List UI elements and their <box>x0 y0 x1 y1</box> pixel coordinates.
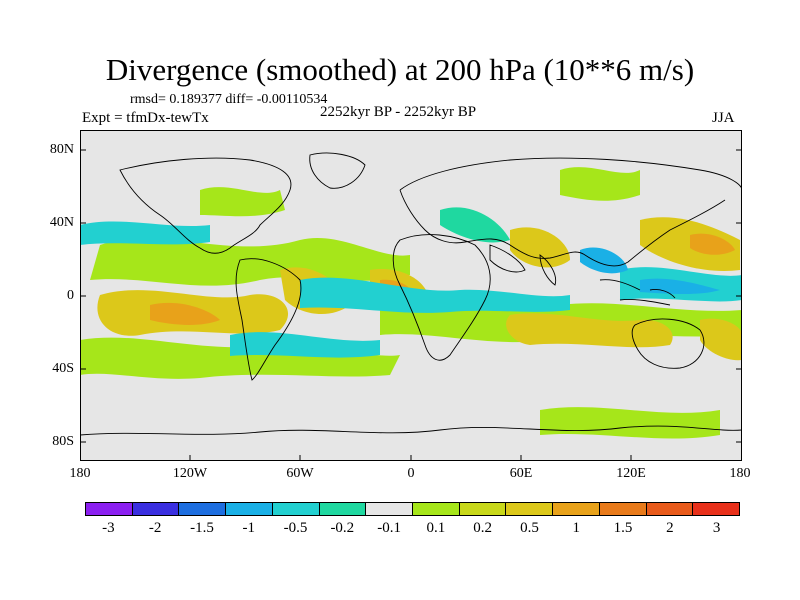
coast-australia <box>631 318 705 369</box>
lat-label-80s: 80S <box>52 434 74 449</box>
coast-greenland <box>309 152 366 189</box>
lat-label-eq: 0 <box>67 288 74 303</box>
colorbar-swatch <box>646 503 694 515</box>
colorbar-swatch <box>272 503 320 515</box>
colorbar-label: 0.1 <box>426 520 446 536</box>
contour-green-1 <box>90 237 410 286</box>
coast-africa <box>392 234 491 361</box>
coastlines <box>80 152 742 436</box>
colorbar-swatch <box>132 503 180 515</box>
coast-north-america <box>119 157 292 254</box>
period-label: 2252kyr BP - 2252kyr BP <box>320 104 477 120</box>
contour-orange-1 <box>150 302 220 325</box>
coast-eurasia <box>399 157 742 267</box>
stats-line: rmsd= 0.189377 diff= -0.00110534 <box>130 92 328 107</box>
colorbar-swatch <box>506 503 554 515</box>
lon-label-120w: 120W <box>172 466 208 481</box>
map-ticks <box>80 149 742 461</box>
colorbar-label: 1.5 <box>613 520 633 536</box>
colorbar-label: 3 <box>712 520 721 536</box>
coast-se-asia <box>599 279 676 306</box>
coast-antarctica <box>80 425 742 436</box>
lon-label-60w: 60W <box>286 466 314 481</box>
colorbar-swatch <box>86 503 133 515</box>
colorbar-label: -1.5 <box>190 520 214 536</box>
colorbar-label: 1 <box>572 520 581 536</box>
colorbar-label: -2 <box>148 520 162 536</box>
contour-cyan-5 <box>440 207 510 243</box>
lat-label-40s: 40S <box>52 361 74 376</box>
lon-label-0: 0 <box>407 466 415 481</box>
colorbar-label: -0.2 <box>330 520 355 536</box>
contour-yellow-7 <box>700 318 742 361</box>
contour-cyan-1 <box>80 221 210 245</box>
colorbar-swatch <box>179 503 227 515</box>
lon-label-60e: 60E <box>509 466 533 481</box>
coast-south-america <box>235 258 302 381</box>
lon-label-120e: 120E <box>616 466 646 481</box>
contour-yellow-4 <box>510 227 570 268</box>
colorbar-label: -1 <box>242 520 256 536</box>
experiment-label: Expt = tfmDx-tewTx <box>82 110 209 126</box>
season-label: JJA <box>712 110 735 126</box>
colorbar-swatch <box>319 503 367 515</box>
contour-orange-3 <box>690 233 735 255</box>
colorbar-label: 0.2 <box>473 520 493 536</box>
coast-arabia-india <box>489 244 557 286</box>
colorbar-swatch <box>459 503 507 515</box>
colorbar-label: 2 <box>666 520 674 536</box>
contour-green-5 <box>200 187 285 217</box>
colorbar-label: -0.5 <box>283 520 308 536</box>
lon-label-180e: 180 <box>729 466 751 481</box>
colorbar-label: -0.1 <box>377 520 401 536</box>
map-title: Divergence (smoothed) at 200 hPa (10**6 … <box>105 52 695 87</box>
contour-green-6 <box>560 167 640 201</box>
colorbar-swatch <box>413 503 460 515</box>
contour-cyan-2 <box>300 277 570 313</box>
divergence-map <box>80 130 742 461</box>
colorbar-label: -3 <box>102 520 115 536</box>
colorbar-swatch <box>693 503 740 515</box>
colorbar-swatch <box>366 503 414 515</box>
lat-label-80n: 80N <box>49 142 74 157</box>
contour-cyan-6 <box>580 247 628 274</box>
lon-label-180w: 180 <box>69 466 91 481</box>
colorbar-swatch <box>599 503 647 515</box>
colorbar <box>85 502 740 516</box>
colorbar-label: 0.5 <box>520 520 539 536</box>
colorbar-swatch <box>226 503 273 515</box>
colorbar-swatch <box>553 503 600 515</box>
contour-cyan-4 <box>230 332 380 358</box>
contour-fills <box>80 167 742 439</box>
lat-label-40n: 40N <box>49 215 74 230</box>
contour-yellow-6 <box>506 313 673 348</box>
